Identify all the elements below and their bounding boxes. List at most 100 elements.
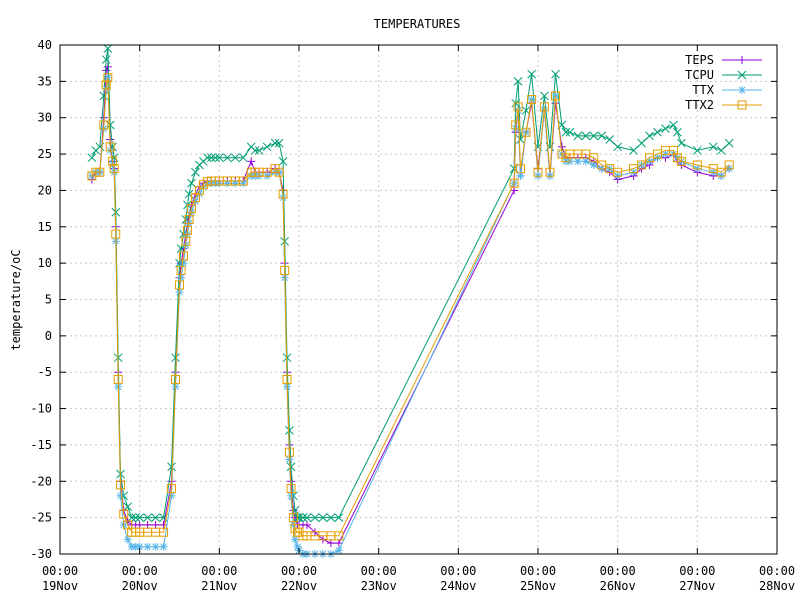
data-point [318,513,328,522]
data-point [262,142,272,152]
data-point [291,535,300,544]
y-tick-label: 30 [38,111,52,125]
data-point [254,146,264,155]
x-tick-date: 27Nov [679,579,715,593]
legend-label: TCPU [685,68,714,82]
data-point [551,69,560,79]
data-point [515,164,525,174]
data-point [738,86,746,94]
data-point [334,513,344,522]
series-ttx2 [87,73,734,541]
x-tick-date: 28Nov [759,579,795,593]
data-point [673,127,682,137]
data-point [250,146,260,155]
data-point [274,138,284,148]
data-point [573,157,582,166]
y-tick-label: 10 [38,256,52,270]
chart-title: TEMPERATURES [374,17,461,31]
data-point [738,56,746,64]
data-point [247,157,256,166]
data-point [692,146,702,155]
data-point [282,374,292,384]
data-point [159,542,168,551]
data-point [286,462,296,472]
data-point [111,207,121,217]
x-tick-time: 00:00 [679,564,715,578]
y-tick-label: 20 [38,183,52,197]
y-tick-label: -5 [38,365,52,379]
data-point [326,513,336,522]
data-point [573,131,583,141]
data-point [171,374,181,384]
series-line [91,77,730,555]
data-point [151,542,160,551]
data-point [99,120,109,130]
x-tick-date: 22Nov [281,579,317,593]
y-tick-label: 5 [45,293,52,307]
y-tick-label: 0 [45,329,52,343]
data-point [179,259,188,268]
data-point [692,160,702,170]
data-point [285,426,294,435]
data-point [737,70,747,80]
data-point [109,164,119,174]
data-point [589,160,598,169]
data-point [334,531,344,541]
data-point [207,153,216,163]
data-point [581,131,591,141]
data-point [116,491,125,500]
x-tick-date: 24Nov [440,579,476,593]
plot-series [87,44,734,558]
x-tick-time: 00:00 [520,564,556,578]
data-point [123,535,132,544]
data-point [286,484,296,494]
data-point [645,131,654,141]
data-point [159,527,169,537]
data-point [527,95,537,105]
x-tick-date: 25Nov [520,579,556,593]
data-point [509,178,519,188]
data-point [101,55,111,64]
data-point [101,80,111,90]
data-point [613,142,623,152]
data-point [561,127,571,137]
y-tick-label: -30 [30,547,52,561]
data-point [737,100,747,110]
data-point [95,167,105,177]
data-point [176,265,186,275]
data-point [302,513,312,522]
x-tick-time: 00:00 [122,564,158,578]
data-point [589,153,599,163]
legend-label: TEPS [685,53,714,67]
data-point [521,106,531,115]
data-point [284,447,294,457]
data-point [177,273,186,282]
data-point [716,167,726,177]
data-point [716,146,726,155]
x-tick-time: 00:00 [361,564,397,578]
data-point [521,127,531,137]
y-tick-label: 15 [38,220,52,234]
data-point [184,215,194,225]
y-tick-label: 25 [38,147,52,161]
series-tcpu [87,44,734,522]
data-point [516,135,525,144]
data-point [551,91,561,101]
data-point [116,480,126,490]
data-point [287,491,296,500]
data-point [135,513,145,522]
data-point [108,156,118,166]
data-point [513,77,523,86]
data-point [637,160,647,170]
series-line [91,66,730,544]
x-tick-time: 00:00 [201,564,237,578]
data-point [143,542,152,551]
data-point [105,142,115,152]
x-tick-time: 00:00 [281,564,317,578]
data-point [167,484,177,494]
data-point [119,509,129,519]
data-point [326,539,335,548]
data-point [294,513,304,522]
data-point [214,153,224,163]
